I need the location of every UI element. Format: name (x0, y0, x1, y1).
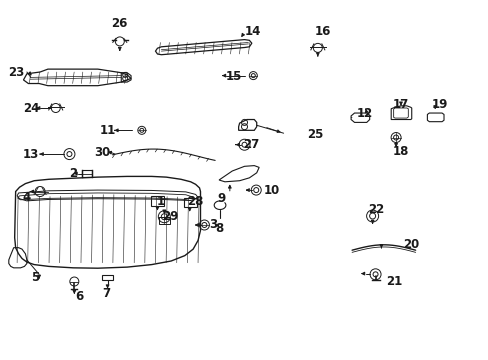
Text: 24: 24 (23, 102, 39, 114)
Text: 11: 11 (100, 124, 116, 137)
Text: 26: 26 (111, 17, 128, 30)
Text: 23: 23 (8, 66, 24, 78)
Text: 21: 21 (386, 275, 402, 288)
Text: 27: 27 (243, 138, 259, 150)
Text: 1: 1 (156, 195, 164, 208)
Circle shape (70, 277, 79, 286)
Text: 18: 18 (392, 145, 408, 158)
Text: 8: 8 (215, 222, 223, 235)
Text: 7: 7 (102, 287, 110, 300)
Circle shape (51, 104, 60, 112)
Text: 28: 28 (187, 195, 203, 208)
Text: 30: 30 (94, 146, 110, 159)
Text: 20: 20 (403, 238, 419, 251)
Text: 4: 4 (22, 191, 30, 204)
Circle shape (158, 211, 170, 223)
Text: 25: 25 (306, 128, 323, 141)
Bar (159, 217, 169, 224)
Text: 12: 12 (356, 107, 372, 120)
Text: 16: 16 (314, 25, 330, 38)
Text: 22: 22 (367, 203, 384, 216)
Text: 13: 13 (23, 148, 39, 161)
Text: 6: 6 (75, 291, 83, 303)
Text: 3: 3 (209, 218, 217, 231)
Bar (183, 198, 196, 207)
Bar (82, 170, 92, 177)
Bar (150, 196, 164, 206)
Text: 14: 14 (244, 25, 261, 38)
Text: 2: 2 (69, 167, 77, 180)
Text: 19: 19 (431, 98, 447, 111)
Text: 5: 5 (31, 271, 39, 284)
Text: 9: 9 (217, 192, 224, 204)
Text: 15: 15 (225, 70, 242, 83)
Bar (102, 275, 113, 280)
Text: 17: 17 (392, 98, 408, 111)
Text: 10: 10 (264, 184, 280, 197)
Text: 29: 29 (162, 210, 178, 222)
Circle shape (369, 269, 380, 280)
